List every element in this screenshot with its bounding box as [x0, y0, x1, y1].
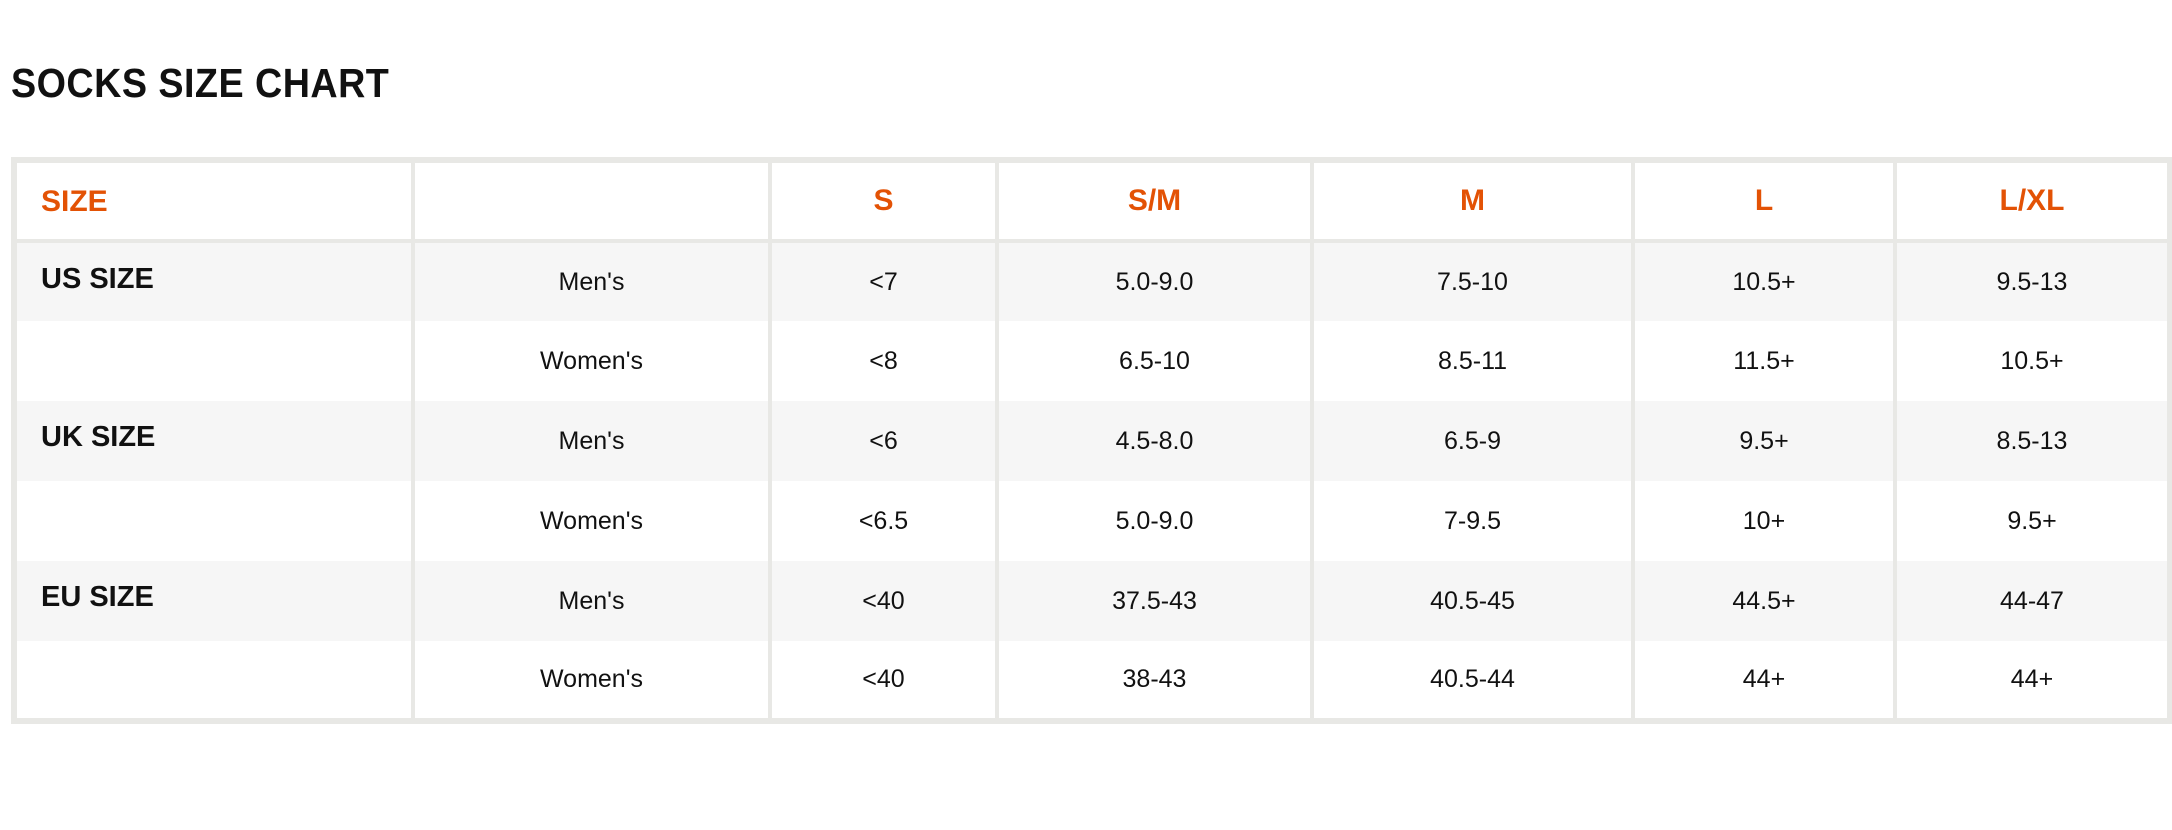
size-cell: 9.5+ — [1893, 481, 2172, 561]
size-chart-table: SIZE S S/M M L L/XL US SIZE Men's <7 5.0-9.0 7.5-… — [11, 157, 2172, 724]
size-cell: 7-9.5 — [1310, 481, 1635, 561]
size-cell: 44+ — [1631, 641, 1897, 721]
size-cell: 38-43 — [995, 641, 1314, 721]
size-cell: <40 — [768, 641, 999, 721]
size-cell: 40.5-45 — [1310, 561, 1635, 641]
size-cell: <8 — [768, 321, 999, 401]
size-cell: 9.5+ — [1631, 401, 1897, 481]
table-row: US SIZE Men's <7 5.0-9.0 7.5-10 10.5+ 9.5-13 — [12, 241, 2172, 321]
size-system-label — [12, 321, 415, 401]
gender-label: Men's — [411, 561, 772, 641]
page-title: SOCKS SIZE CHART — [11, 60, 390, 106]
table-row: UK SIZE Men's <6 4.5-8.0 6.5-9 9.5+ 8.5-13 — [12, 401, 2172, 481]
size-system-label — [12, 481, 415, 561]
size-cell: 37.5-43 — [995, 561, 1314, 641]
size-cell: 44-47 — [1893, 561, 2172, 641]
size-system-label: EU SIZE — [12, 561, 415, 641]
column-header: S/M — [995, 160, 1314, 243]
size-cell: <7 — [768, 241, 999, 321]
gender-label: Women's — [411, 481, 772, 561]
table-row: EU SIZE Men's <40 37.5-43 40.5-45 44.5+ 44-47 — [12, 561, 2172, 641]
column-header: L — [1631, 160, 1897, 243]
size-cell: 6.5-10 — [995, 321, 1314, 401]
size-cell: <6 — [768, 401, 999, 481]
size-cell: 11.5+ — [1631, 321, 1897, 401]
size-cell: 10.5+ — [1893, 321, 2172, 401]
size-cell: 44+ — [1893, 641, 2172, 721]
size-cell: 10+ — [1631, 481, 1897, 561]
size-system-label — [12, 641, 415, 721]
column-header: S — [768, 160, 999, 243]
size-cell: 9.5-13 — [1893, 241, 2172, 321]
size-cell: <40 — [768, 561, 999, 641]
size-cell: 8.5-11 — [1310, 321, 1635, 401]
size-cell: 7.5-10 — [1310, 241, 1635, 321]
size-cell: <6.5 — [768, 481, 999, 561]
size-cell: 5.0-9.0 — [995, 481, 1314, 561]
size-cell: 4.5-8.0 — [995, 401, 1314, 481]
size-cell: 5.0-9.0 — [995, 241, 1314, 321]
gender-label: Men's — [411, 241, 772, 321]
column-header — [411, 160, 772, 243]
size-cell: 10.5+ — [1631, 241, 1897, 321]
column-header: L/XL — [1893, 160, 2172, 243]
column-header: SIZE — [12, 160, 415, 243]
table-row: Women's <8 6.5-10 8.5-11 11.5+ 10.5+ — [12, 321, 2172, 401]
size-cell: 44.5+ — [1631, 561, 1897, 641]
size-cell: 6.5-9 — [1310, 401, 1635, 481]
size-cell: 40.5-44 — [1310, 641, 1635, 721]
gender-label: Women's — [411, 641, 772, 721]
table-row: Women's <6.5 5.0-9.0 7-9.5 10+ 9.5+ — [12, 481, 2172, 561]
size-system-label: US SIZE — [12, 241, 415, 321]
column-header: M — [1310, 160, 1635, 243]
size-cell: 8.5-13 — [1893, 401, 2172, 481]
gender-label: Women's — [411, 321, 772, 401]
table-row: Women's <40 38-43 40.5-44 44+ 44+ — [12, 641, 2172, 721]
gender-label: Men's — [411, 401, 772, 481]
header-row: SIZE S S/M M L L/XL — [12, 160, 2172, 243]
size-system-label: UK SIZE — [12, 401, 415, 481]
